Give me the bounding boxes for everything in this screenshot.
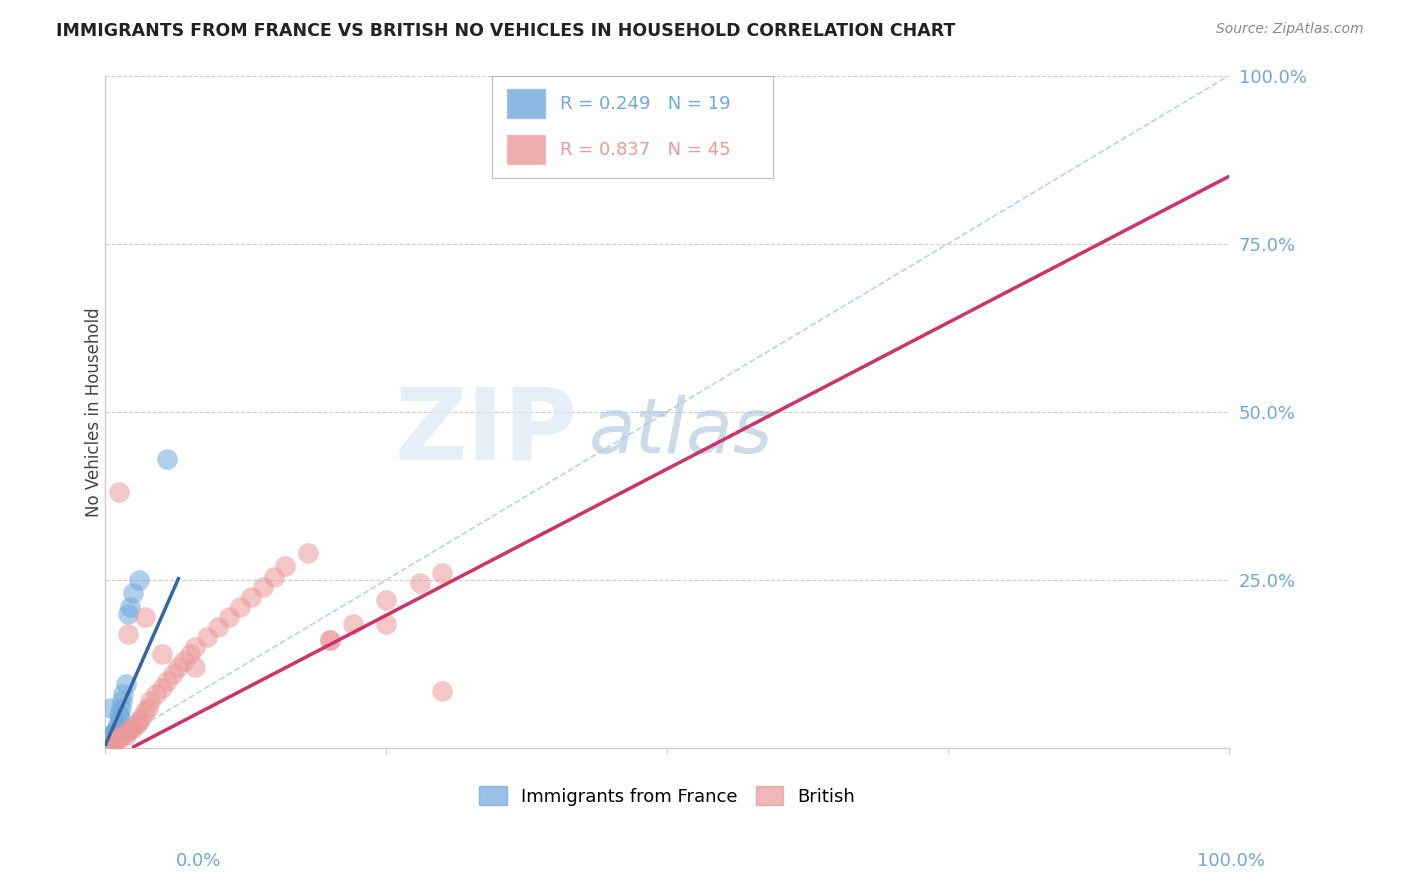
FancyBboxPatch shape — [506, 135, 546, 165]
Point — [128, 714, 150, 728]
FancyBboxPatch shape — [506, 88, 546, 119]
Point — [218, 610, 240, 624]
Text: R = 0.837   N = 45: R = 0.837 N = 45 — [560, 141, 730, 159]
Text: R = 0.249   N = 19: R = 0.249 N = 19 — [560, 95, 730, 112]
Point — [117, 724, 139, 739]
Point — [111, 694, 134, 708]
Point — [108, 707, 131, 722]
Point — [103, 731, 125, 745]
Point — [100, 728, 122, 742]
Point — [432, 566, 454, 581]
Point — [104, 724, 127, 739]
Point — [100, 700, 122, 714]
Point — [252, 580, 274, 594]
Point — [375, 616, 398, 631]
Y-axis label: No Vehicles in Household: No Vehicles in Household — [86, 307, 103, 516]
Point — [240, 590, 263, 604]
Point — [150, 681, 173, 695]
Point — [122, 721, 145, 735]
Point — [108, 731, 131, 745]
Point — [105, 721, 128, 735]
Point — [156, 673, 179, 688]
Point — [342, 616, 364, 631]
Point — [375, 593, 398, 607]
Point — [117, 626, 139, 640]
Point — [120, 722, 142, 736]
Point — [432, 684, 454, 698]
Point — [103, 726, 125, 740]
Point — [145, 687, 167, 701]
Point — [134, 610, 156, 624]
Point — [229, 599, 252, 614]
Point — [167, 660, 190, 674]
Point — [122, 586, 145, 600]
Point — [207, 620, 229, 634]
Point — [107, 717, 129, 731]
Point — [179, 647, 201, 661]
Point — [319, 633, 342, 648]
Point — [263, 569, 285, 583]
Point — [162, 667, 184, 681]
Text: 0.0%: 0.0% — [176, 852, 221, 870]
Point — [110, 700, 132, 714]
Point — [139, 694, 162, 708]
Point — [195, 630, 218, 644]
Text: 100.0%: 100.0% — [1198, 852, 1265, 870]
Point — [105, 733, 128, 747]
Point — [131, 711, 153, 725]
Point — [111, 729, 134, 743]
Text: ZIP: ZIP — [395, 384, 578, 481]
Point — [125, 717, 148, 731]
Point — [128, 573, 150, 587]
Legend: Immigrants from France, British: Immigrants from France, British — [472, 780, 862, 813]
Point — [120, 599, 142, 614]
Point — [100, 736, 122, 750]
Point — [173, 654, 195, 668]
Point — [114, 677, 136, 691]
Point — [136, 700, 159, 714]
Point — [156, 451, 179, 466]
Point — [150, 647, 173, 661]
Point — [184, 640, 207, 655]
Text: atlas: atlas — [589, 395, 773, 469]
Point — [114, 728, 136, 742]
Point — [108, 711, 131, 725]
Point — [134, 704, 156, 718]
Point — [409, 576, 432, 591]
Point — [103, 734, 125, 748]
Point — [319, 633, 342, 648]
Point — [117, 607, 139, 621]
Point — [112, 687, 135, 701]
Point — [184, 660, 207, 674]
Point — [297, 546, 319, 560]
Text: Source: ZipAtlas.com: Source: ZipAtlas.com — [1216, 22, 1364, 37]
Point — [274, 559, 297, 574]
Point — [108, 485, 131, 500]
Text: IMMIGRANTS FROM FRANCE VS BRITISH NO VEHICLES IN HOUSEHOLD CORRELATION CHART: IMMIGRANTS FROM FRANCE VS BRITISH NO VEH… — [56, 22, 956, 40]
Point — [101, 729, 124, 743]
